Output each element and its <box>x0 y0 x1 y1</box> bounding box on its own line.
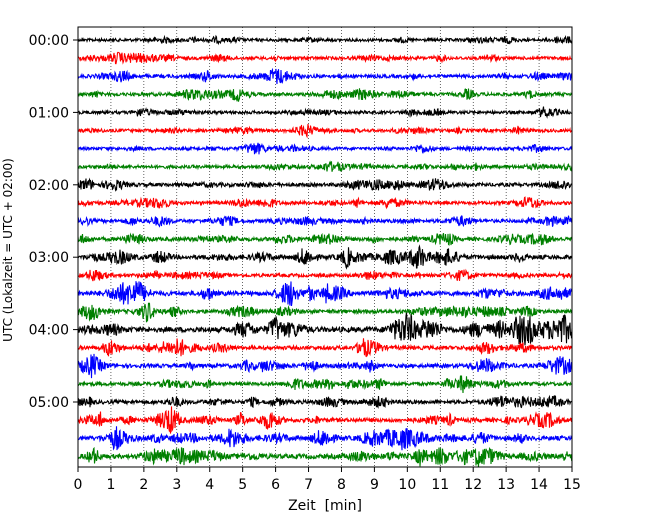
trace-22 <box>77 406 573 434</box>
y-tick-label-3: 03:00 <box>29 250 69 266</box>
trace-20 <box>77 375 573 393</box>
trace-13 <box>77 244 573 270</box>
trace-23 <box>77 426 573 451</box>
x-tick-label-12: 12 <box>464 477 482 493</box>
x-tick-label-1: 1 <box>106 477 115 493</box>
plot-frame <box>77 26 573 468</box>
trace-10 <box>77 196 573 210</box>
x-axis-ticks: 0 1 2 3 4 5 6 7 8 9 10 11 12 13 14 15 <box>74 467 581 493</box>
x-tick-label-8: 8 <box>337 477 346 493</box>
y-tick-label-4: 04:00 <box>29 323 69 339</box>
trace-3 <box>77 67 573 85</box>
x-tick-label-14: 14 <box>530 477 548 493</box>
x-tick-label-6: 6 <box>271 477 280 493</box>
trace-6 <box>77 123 573 139</box>
trace-19 <box>77 353 573 379</box>
trace-18 <box>77 338 573 358</box>
x-tick-label-9: 9 <box>370 477 379 493</box>
y-axis-ticks: 00:00 01:00 02:00 03:00 04:00 05:00 <box>29 33 78 411</box>
trace-12 <box>77 232 573 246</box>
x-axis-label: Zeit [min] <box>288 498 362 514</box>
trace-1 <box>77 34 573 46</box>
trace-4 <box>77 88 573 102</box>
trace-24 <box>77 446 573 468</box>
y-tick-label-2: 02:00 <box>29 178 69 194</box>
trace-5 <box>77 106 573 119</box>
x-tick-label-2: 2 <box>139 477 148 493</box>
trace-8 <box>77 160 573 172</box>
trace-15 <box>77 281 573 307</box>
x-tick-label-3: 3 <box>172 477 181 493</box>
y-axis-label: UTC (Lokalzeit = UTC + 02:00) <box>1 158 15 342</box>
trace-14 <box>77 268 573 282</box>
x-tick-label-5: 5 <box>238 477 247 493</box>
y-tick-label-1: 01:00 <box>29 105 69 121</box>
x-tick-label-11: 11 <box>431 477 449 493</box>
x-tick-label-4: 4 <box>205 477 214 493</box>
x-tick-label-13: 13 <box>497 477 515 493</box>
trace-17 <box>77 312 573 346</box>
trace-11 <box>77 214 573 228</box>
trace-16 <box>77 302 573 323</box>
x-tick-label-15: 15 <box>563 477 581 493</box>
trace-21 <box>77 394 573 409</box>
x-tick-label-10: 10 <box>398 477 416 493</box>
trace-7 <box>77 142 573 155</box>
trace-2 <box>77 51 573 65</box>
seismic-traces <box>77 34 573 468</box>
trace-9 <box>77 177 573 193</box>
x-tick-label-0: 0 <box>74 477 83 493</box>
y-tick-label-5: 05:00 <box>29 395 69 411</box>
x-tick-label-7: 7 <box>304 477 313 493</box>
y-tick-label-0: 00:00 <box>29 33 69 49</box>
